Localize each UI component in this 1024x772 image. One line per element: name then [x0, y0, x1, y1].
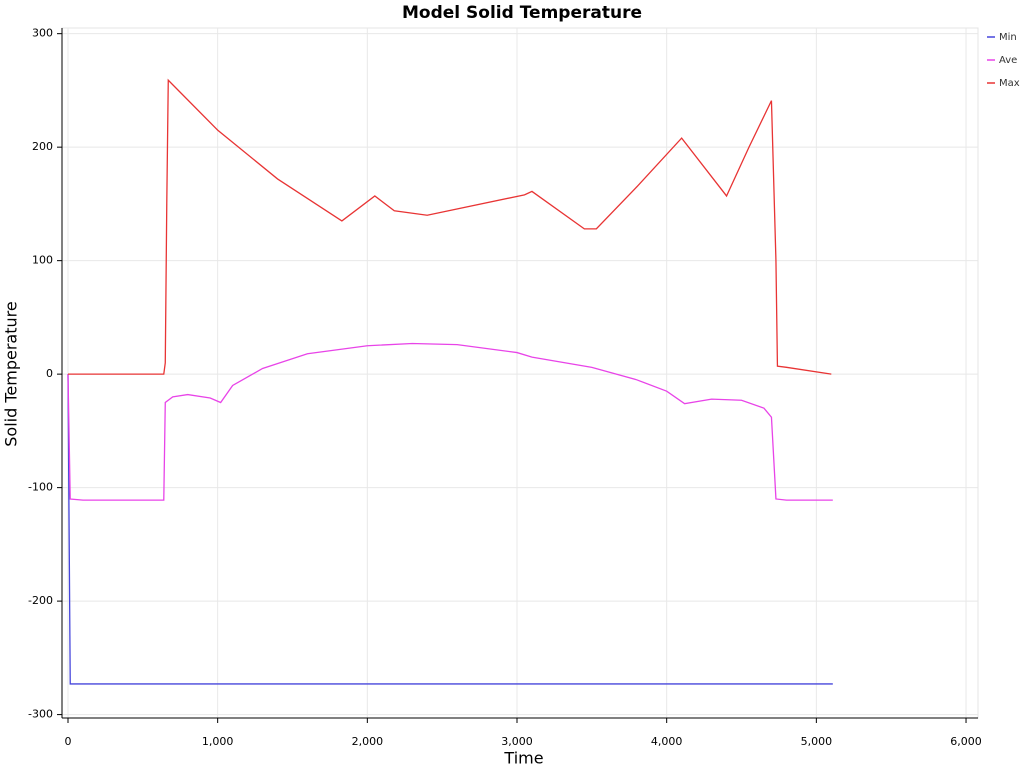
y-tick-label: 300: [32, 27, 53, 40]
x-tick-label: 1,000: [202, 735, 234, 748]
x-tick-label: 5,000: [801, 735, 833, 748]
x-tick-label: 2,000: [352, 735, 384, 748]
y-tick-label: -100: [28, 481, 53, 494]
x-tick-label: 6,000: [950, 735, 982, 748]
y-tick-label: 0: [46, 367, 53, 380]
plot-area: [61, 27, 979, 719]
legend-text: Min: [999, 32, 1017, 43]
series-line: [67, 78, 832, 375]
y-tick-label: -200: [28, 594, 53, 607]
y-tick-label: 100: [32, 254, 53, 267]
chart-title: Model Solid Temperature: [402, 3, 642, 23]
legend-text: Max: [999, 78, 1020, 89]
series-line: [67, 342, 833, 501]
legend-text: Ave: [999, 55, 1017, 66]
x-tick-label: 3,000: [501, 735, 533, 748]
x-tick-label: 0: [64, 735, 71, 748]
y-axis-label: Solid Temperature: [2, 301, 21, 446]
y-tick-label: 200: [32, 140, 53, 153]
y-tick-label: -300: [28, 708, 53, 721]
series-line: [67, 374, 833, 685]
x-axis-label: Time: [503, 749, 543, 768]
x-tick-label: 4,000: [651, 735, 683, 748]
